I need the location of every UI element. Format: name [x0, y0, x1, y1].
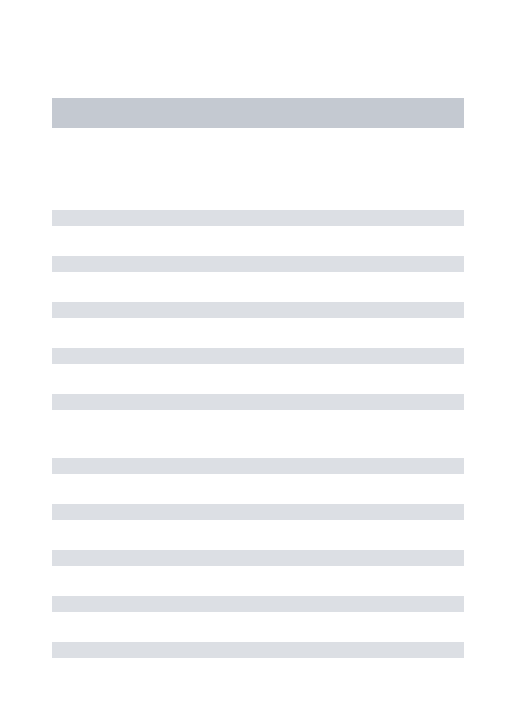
- skeleton-line: [52, 550, 464, 566]
- skeleton-line: [52, 210, 464, 226]
- skeleton-section-2: [52, 458, 464, 658]
- skeleton-container: [0, 0, 516, 658]
- skeleton-header: [52, 98, 464, 128]
- skeleton-line: [52, 596, 464, 612]
- skeleton-section-1: [52, 210, 464, 410]
- skeleton-line: [52, 458, 464, 474]
- skeleton-line: [52, 302, 464, 318]
- skeleton-line: [52, 504, 464, 520]
- skeleton-line: [52, 256, 464, 272]
- skeleton-line: [52, 394, 464, 410]
- skeleton-line: [52, 348, 464, 364]
- skeleton-line: [52, 642, 464, 658]
